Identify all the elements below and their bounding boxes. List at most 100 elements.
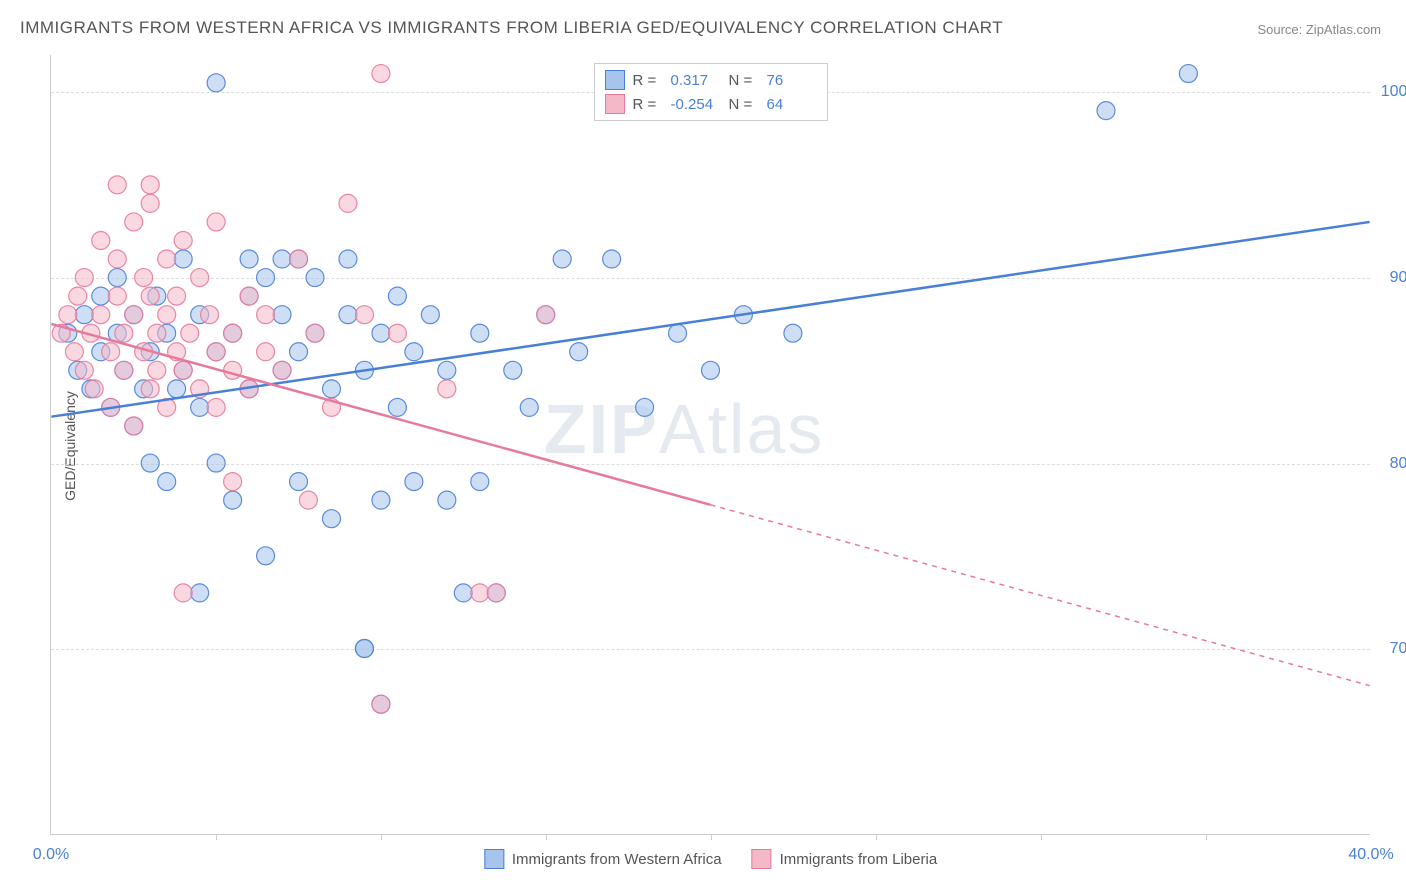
- data-point-liberia: [125, 213, 143, 231]
- data-point-western_africa: [504, 361, 522, 379]
- data-point-western_africa: [158, 473, 176, 491]
- data-point-western_africa: [322, 510, 340, 528]
- plot-area: ZIPAtlas 70.0%80.0%90.0%100.0% R = 0.317…: [50, 55, 1370, 835]
- data-point-liberia: [141, 287, 159, 305]
- data-point-western_africa: [421, 306, 439, 324]
- data-point-western_africa: [388, 398, 406, 416]
- chart-title: IMMIGRANTS FROM WESTERN AFRICA VS IMMIGR…: [20, 18, 1003, 38]
- data-point-liberia: [191, 269, 209, 287]
- x-tick-label: 0.0%: [33, 846, 69, 864]
- data-point-liberia: [372, 695, 390, 713]
- data-point-western_africa: [438, 361, 456, 379]
- data-point-western_africa: [784, 324, 802, 342]
- data-point-liberia: [207, 213, 225, 231]
- chart-container: IMMIGRANTS FROM WESTERN AFRICA VS IMMIGR…: [0, 0, 1406, 892]
- data-point-western_africa: [520, 398, 538, 416]
- data-point-western_africa: [191, 584, 209, 602]
- data-point-liberia: [148, 324, 166, 342]
- data-point-western_africa: [372, 324, 390, 342]
- data-point-western_africa: [168, 380, 186, 398]
- data-point-liberia: [388, 324, 406, 342]
- data-point-western_africa: [257, 547, 275, 565]
- data-point-liberia: [372, 65, 390, 83]
- data-point-western_africa: [290, 473, 308, 491]
- data-point-liberia: [141, 380, 159, 398]
- data-point-liberia: [75, 361, 93, 379]
- swatch-liberia-bottom: [752, 849, 772, 869]
- data-point-liberia: [108, 287, 126, 305]
- data-point-western_africa: [273, 306, 291, 324]
- data-point-western_africa: [570, 343, 588, 361]
- x-tick-mark: [1041, 834, 1042, 840]
- data-point-liberia: [224, 324, 242, 342]
- data-point-liberia: [207, 398, 225, 416]
- legend-item-western-africa: Immigrants from Western Africa: [484, 849, 722, 869]
- data-point-western_africa: [454, 584, 472, 602]
- data-point-western_africa: [322, 380, 340, 398]
- data-point-western_africa: [108, 269, 126, 287]
- data-point-liberia: [438, 380, 456, 398]
- x-tick-mark: [1206, 834, 1207, 840]
- data-point-western_africa: [372, 491, 390, 509]
- data-point-western_africa: [290, 343, 308, 361]
- data-point-liberia: [59, 306, 77, 324]
- data-point-western_africa: [603, 250, 621, 268]
- y-tick-label: 100.0%: [1381, 83, 1406, 101]
- data-point-liberia: [537, 306, 555, 324]
- data-point-liberia: [174, 361, 192, 379]
- data-point-liberia: [115, 324, 133, 342]
- data-point-western_africa: [405, 343, 423, 361]
- data-point-western_africa: [224, 491, 242, 509]
- data-point-western_africa: [636, 398, 654, 416]
- data-point-liberia: [158, 306, 176, 324]
- data-point-western_africa: [388, 287, 406, 305]
- data-point-liberia: [141, 194, 159, 212]
- data-point-liberia: [257, 343, 275, 361]
- data-point-western_africa: [257, 269, 275, 287]
- data-point-liberia: [355, 306, 373, 324]
- data-point-liberia: [181, 324, 199, 342]
- data-point-western_africa: [1097, 102, 1115, 120]
- y-tick-label: 90.0%: [1390, 269, 1406, 287]
- data-point-liberia: [141, 176, 159, 194]
- data-point-liberia: [174, 231, 192, 249]
- data-point-liberia: [290, 250, 308, 268]
- trend-line-liberia: [51, 324, 710, 505]
- series-legend: Immigrants from Western Africa Immigrant…: [484, 849, 937, 869]
- data-point-liberia: [306, 324, 324, 342]
- data-point-liberia: [201, 306, 219, 324]
- data-point-liberia: [158, 250, 176, 268]
- data-point-liberia: [115, 361, 133, 379]
- data-point-liberia: [273, 361, 291, 379]
- data-point-western_africa: [339, 250, 357, 268]
- data-point-western_africa: [471, 473, 489, 491]
- data-point-western_africa: [240, 250, 258, 268]
- data-point-liberia: [174, 584, 192, 602]
- data-point-liberia: [102, 343, 120, 361]
- data-point-liberia: [92, 306, 110, 324]
- data-point-western_africa: [702, 361, 720, 379]
- data-point-liberia: [487, 584, 505, 602]
- data-point-liberia: [125, 417, 143, 435]
- data-point-western_africa: [75, 306, 93, 324]
- source-label: Source: ZipAtlas.com: [1257, 22, 1381, 37]
- x-tick-label: 40.0%: [1348, 846, 1393, 864]
- x-tick-mark: [711, 834, 712, 840]
- data-point-liberia: [339, 194, 357, 212]
- x-tick-mark: [546, 834, 547, 840]
- data-point-western_africa: [174, 250, 192, 268]
- data-point-western_africa: [92, 287, 110, 305]
- trend-line-dashed-liberia: [711, 505, 1370, 686]
- data-point-western_africa: [207, 454, 225, 472]
- data-point-liberia: [108, 250, 126, 268]
- data-point-western_africa: [191, 398, 209, 416]
- data-point-liberia: [135, 269, 153, 287]
- x-tick-mark: [876, 834, 877, 840]
- data-point-liberia: [75, 269, 93, 287]
- x-tick-mark: [381, 834, 382, 840]
- data-point-liberia: [148, 361, 166, 379]
- data-point-liberia: [224, 473, 242, 491]
- data-point-western_africa: [355, 640, 373, 658]
- swatch-western-africa-bottom: [484, 849, 504, 869]
- data-point-liberia: [85, 380, 103, 398]
